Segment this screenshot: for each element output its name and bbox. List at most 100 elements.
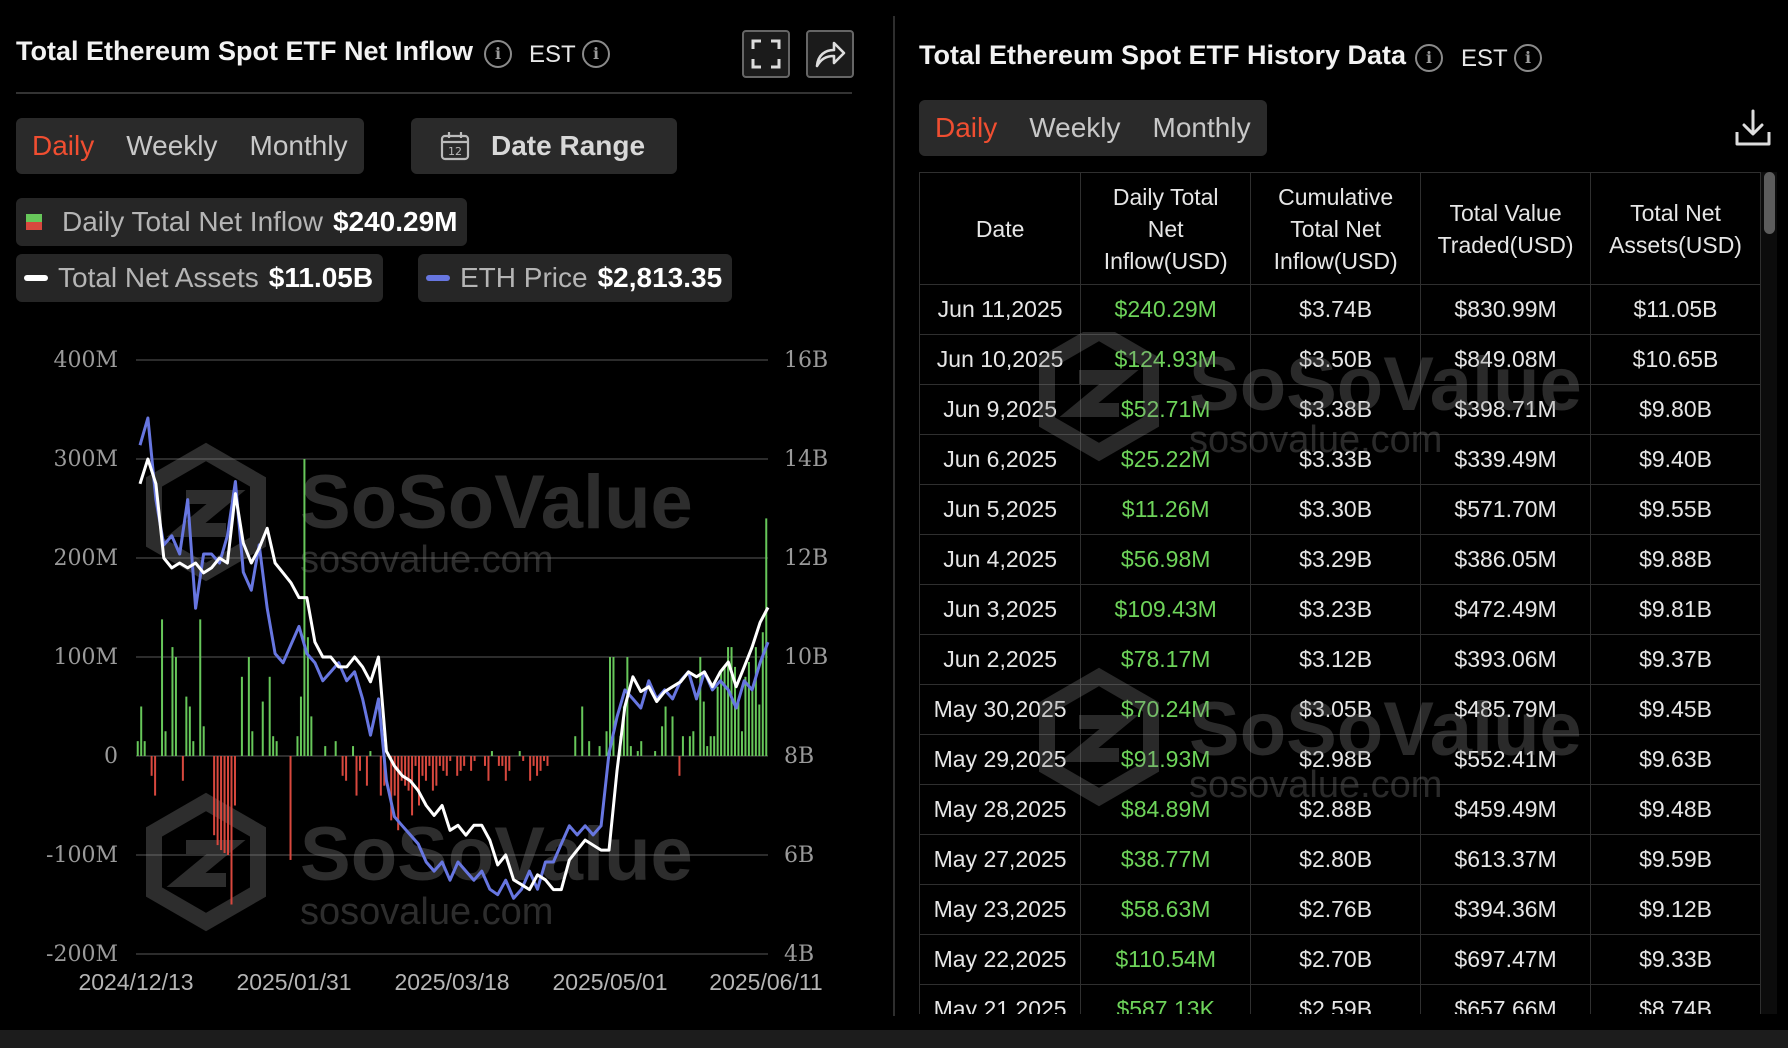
- history-info-icon[interactable]: i: [1415, 44, 1443, 72]
- inflow-bar[interactable]: [275, 741, 278, 756]
- inflow-bar[interactable]: [734, 666, 737, 756]
- inflow-bar[interactable]: [622, 706, 625, 757]
- inflow-bar[interactable]: [220, 756, 223, 851]
- inflow-bar[interactable]: [299, 696, 302, 756]
- inflow-bar[interactable]: [716, 686, 719, 756]
- inflow-bar[interactable]: [518, 751, 521, 756]
- inflow-bar[interactable]: [605, 731, 608, 756]
- inflow-bar[interactable]: [720, 671, 723, 756]
- inflow-bar[interactable]: [761, 632, 764, 756]
- inflow-bar[interactable]: [713, 736, 716, 756]
- inflow-bar[interactable]: [470, 756, 473, 771]
- inflow-bar[interactable]: [730, 647, 733, 756]
- share-button[interactable]: [806, 30, 854, 78]
- inflow-bar[interactable]: [546, 756, 549, 766]
- inflow-bar[interactable]: [428, 756, 431, 766]
- inflow-bar[interactable]: [355, 756, 358, 796]
- inflow-bar[interactable]: [588, 741, 591, 756]
- table-scrollbar-track[interactable]: [1761, 172, 1777, 1014]
- inflow-bar[interactable]: [626, 657, 629, 756]
- inflow-bar[interactable]: [740, 731, 743, 756]
- inflow-bar[interactable]: [161, 619, 164, 756]
- inflow-bar[interactable]: [747, 661, 750, 756]
- legend-eth-price[interactable]: ETH Price $2,813.35: [418, 254, 733, 302]
- inflow-bar[interactable]: [407, 756, 410, 791]
- inflow-bar[interactable]: [140, 706, 143, 757]
- inflow-bar[interactable]: [737, 701, 740, 756]
- inflow-bar[interactable]: [247, 657, 250, 756]
- inflow-bar[interactable]: [223, 756, 226, 854]
- inflow-bar[interactable]: [609, 657, 611, 756]
- inflow-bar[interactable]: [501, 756, 504, 766]
- inflow-bar[interactable]: [442, 756, 445, 771]
- inflow-bar[interactable]: [310, 716, 313, 756]
- inflow-bar[interactable]: [709, 736, 712, 756]
- inflow-bar[interactable]: [654, 751, 657, 756]
- history-tab-monthly[interactable]: Monthly: [1152, 112, 1251, 143]
- inflow-bar[interactable]: [435, 756, 438, 786]
- inflow-bar[interactable]: [456, 756, 459, 776]
- inflow-bar[interactable]: [143, 741, 146, 756]
- inflow-bar[interactable]: [681, 736, 684, 756]
- inflow-bar[interactable]: [459, 756, 462, 771]
- inflow-bar[interactable]: [438, 756, 441, 766]
- inflow-chart[interactable]: SoSoValue sosovalue.com SoSoValue sosova…: [0, 330, 860, 1010]
- inflow-bar[interactable]: [522, 756, 525, 761]
- inflow-bar[interactable]: [574, 736, 577, 756]
- inflow-bar[interactable]: [303, 459, 306, 756]
- info-icon[interactable]: i: [484, 40, 512, 68]
- date-range-button[interactable]: 12 Date Range: [411, 118, 677, 174]
- inflow-bar[interactable]: [164, 731, 167, 756]
- inflow-bar[interactable]: [199, 619, 202, 756]
- inflow-bar[interactable]: [473, 756, 476, 761]
- inflow-bar[interactable]: [449, 756, 452, 761]
- download-icon[interactable]: [1734, 108, 1772, 148]
- inflow-bar[interactable]: [543, 756, 546, 761]
- inflow-bar[interactable]: [150, 756, 153, 776]
- inflow-bar[interactable]: [352, 746, 355, 756]
- inflow-bar[interactable]: [598, 746, 601, 756]
- inflow-bar[interactable]: [532, 756, 535, 766]
- inflow-bar[interactable]: [483, 756, 486, 766]
- inflow-bar[interactable]: [358, 756, 361, 771]
- inflow-bar[interactable]: [463, 756, 466, 766]
- history-tab-daily[interactable]: Daily: [935, 112, 998, 143]
- inflow-bar[interactable]: [296, 736, 299, 756]
- history-table-wrapper[interactable]: Date Daily Total Net Inflow(USD) Cumulat…: [919, 172, 1761, 1014]
- tab-monthly[interactable]: Monthly: [249, 130, 348, 161]
- inflow-bar[interactable]: [251, 731, 254, 756]
- inflow-bar[interactable]: [529, 756, 532, 781]
- inflow-bar[interactable]: [171, 647, 174, 756]
- inflow-bar[interactable]: [765, 518, 768, 756]
- inflow-bar[interactable]: [727, 647, 730, 756]
- inflow-bar[interactable]: [365, 756, 368, 786]
- history-timezone-info-icon[interactable]: i: [1514, 44, 1542, 72]
- inflow-bar[interactable]: [636, 751, 639, 756]
- net-assets-line[interactable]: [138, 457, 770, 892]
- inflow-bar[interactable]: [390, 756, 393, 821]
- inflow-bar[interactable]: [230, 756, 233, 905]
- inflow-bar[interactable]: [629, 746, 632, 756]
- inflow-bar[interactable]: [306, 637, 309, 756]
- inflow-bar[interactable]: [661, 726, 664, 756]
- legend-inflow[interactable]: Daily Total Net Inflow $240.29M: [16, 198, 468, 246]
- inflow-bar[interactable]: [188, 706, 191, 757]
- inflow-bar[interactable]: [664, 706, 667, 757]
- inflow-bar[interactable]: [369, 751, 372, 756]
- inflow-bar[interactable]: [424, 756, 427, 781]
- table-scrollbar-thumb[interactable]: [1763, 172, 1775, 234]
- inflow-bar[interactable]: [181, 756, 184, 781]
- inflow-bar[interactable]: [379, 756, 382, 796]
- inflow-bar[interactable]: [671, 716, 674, 756]
- inflow-bar[interactable]: [702, 701, 705, 756]
- inflow-bar[interactable]: [445, 756, 448, 776]
- inflow-bar[interactable]: [393, 756, 396, 796]
- inflow-bar[interactable]: [174, 657, 177, 756]
- inflow-bar[interactable]: [261, 701, 264, 756]
- inflow-bar[interactable]: [699, 657, 702, 756]
- inflow-bar[interactable]: [192, 741, 195, 756]
- inflow-bar[interactable]: [431, 756, 434, 791]
- inflow-bar[interactable]: [216, 756, 219, 846]
- inflow-bar[interactable]: [341, 756, 344, 776]
- inflow-bar[interactable]: [487, 756, 490, 781]
